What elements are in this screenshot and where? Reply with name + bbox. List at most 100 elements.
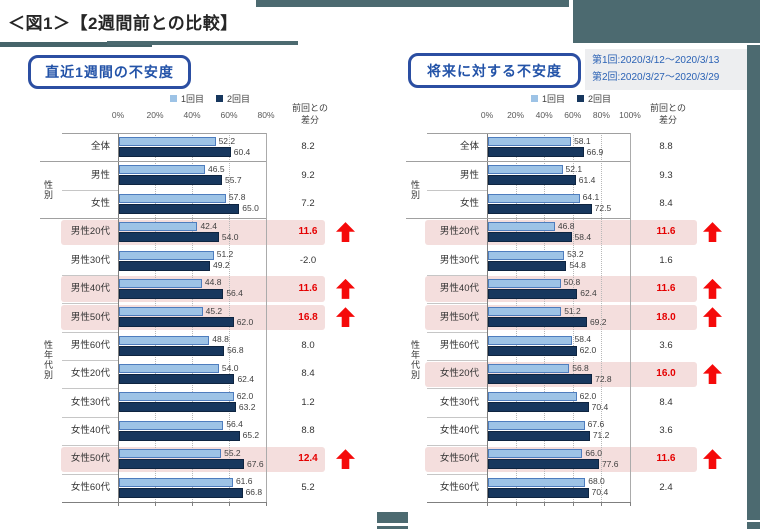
row-separator-line <box>427 274 487 276</box>
bar-value-label-second: 63.2 <box>238 401 256 412</box>
legend-label-second: 2回目 <box>227 94 251 104</box>
bar-first-survey <box>119 392 234 402</box>
category-label: 男性60代 <box>439 339 479 351</box>
decoration-right-strip-gap <box>747 520 760 522</box>
bar-first-survey <box>488 307 562 317</box>
bar-value-label-first: 42.4 <box>200 220 217 231</box>
group-label-sex: 性別 <box>43 179 53 200</box>
legend-left-chart: 1回目 2回目 <box>170 92 250 105</box>
bar-second-survey <box>488 203 592 214</box>
category-label: 男性50代 <box>70 311 110 323</box>
category-label: 女性30代 <box>439 396 479 408</box>
x-axis-line <box>427 502 631 503</box>
bar-second-survey <box>119 232 219 243</box>
bar-second-survey <box>488 317 587 328</box>
bar-value-label-first: 53.2 <box>567 249 584 260</box>
title-underline <box>0 42 152 47</box>
legend-item-second: 2回目 <box>216 92 250 105</box>
legend-label-second: 2回目 <box>588 94 612 104</box>
bar-second-survey <box>119 402 236 413</box>
bar-second-survey <box>488 430 590 441</box>
axis-line-max <box>630 133 631 502</box>
row-separator-line <box>427 445 487 447</box>
axis-line-zero <box>118 133 119 502</box>
page-title: ＜図1＞【2週間前との比較】 <box>8 14 238 33</box>
bar-second-survey <box>488 175 576 186</box>
diff-value: 5.2 <box>301 481 315 493</box>
diff-value: 12.4 <box>298 453 318 465</box>
bar-value-label-second: 70.4 <box>591 487 609 498</box>
bar-second-survey <box>488 147 584 157</box>
x-axis-tick: 100% <box>619 110 641 120</box>
legend-item-first: 1回目 <box>531 92 565 105</box>
plot-top-line <box>427 133 630 134</box>
axis-line-zero <box>487 133 488 502</box>
diff-value: 1.6 <box>659 254 673 266</box>
axis-tick-mark <box>118 502 119 506</box>
bar-value-label-first: 51.2 <box>216 249 234 260</box>
bar-value-label-first: 62.0 <box>579 390 597 401</box>
row-separator-line <box>427 416 487 418</box>
bar-second-survey <box>488 459 599 470</box>
bar-value-label-second: 70.4 <box>591 401 609 412</box>
row-separator-line <box>427 189 487 191</box>
gridline <box>601 133 603 502</box>
bar-value-label-first: 58.1 <box>574 135 591 146</box>
bar-value-label-second: 62.4 <box>580 288 597 299</box>
legend-right-chart: 1回目 2回目 <box>531 92 611 105</box>
x-axis-tick: 80% <box>257 110 275 120</box>
category-label: 男性20代 <box>439 226 479 238</box>
diff-value: -2.0 <box>299 254 317 266</box>
bar-value-label-first: 50.8 <box>563 277 581 288</box>
row-separator-line <box>62 331 118 333</box>
up-arrow-icon <box>336 278 355 299</box>
bar-first-survey <box>119 477 233 487</box>
diff-value: 2.4 <box>659 481 673 493</box>
diff-value: 11.6 <box>298 226 318 238</box>
up-arrow-icon <box>703 449 722 470</box>
bar-value-label-second: 54.8 <box>569 260 586 271</box>
group-separator-line <box>40 161 266 163</box>
decoration-right-strip <box>747 45 760 529</box>
bar-first-survey <box>119 278 202 288</box>
category-label: 男性 <box>459 169 479 181</box>
bar-value-label-first: 46.5 <box>208 163 225 174</box>
bar-value-label-first: 68.0 <box>588 476 605 487</box>
row-separator-line <box>427 331 487 333</box>
category-label: 男性30代 <box>439 254 479 266</box>
bar-first-survey <box>488 364 570 374</box>
chart-title-future: 将来に対する不安度 <box>408 53 581 88</box>
axis-tick-mark <box>572 502 574 506</box>
note-line-1: 第1回:2020/3/12～2020/3/13 <box>592 55 720 66</box>
bar-first-survey <box>119 335 210 345</box>
category-label: 男性30代 <box>70 254 110 266</box>
x-axis-tick: 60% <box>564 110 582 120</box>
axis-tick-mark <box>229 502 230 506</box>
bar-value-label-second: 72.8 <box>595 373 612 384</box>
plot-top-line <box>62 133 266 134</box>
bar-value-label-first: 56.4 <box>226 419 243 430</box>
row-separator-line <box>427 388 487 390</box>
bar-value-label-first: 62.0 <box>236 390 254 401</box>
diff-value: 8.2 <box>301 141 315 153</box>
diff-header-line-1: 前回との <box>650 103 686 113</box>
bar-second-survey <box>488 232 572 243</box>
category-label: 女性40代 <box>70 425 110 437</box>
title-underline-thin <box>107 41 298 45</box>
legend-swatch-first-icon <box>531 95 538 102</box>
axis-tick-mark <box>192 502 193 506</box>
bar-second-survey <box>488 288 578 299</box>
bar-value-label-first: 64.1 <box>582 192 600 203</box>
bar-value-label-first: 61.6 <box>235 476 253 487</box>
bar-second-survey <box>488 402 589 413</box>
bar-second-survey <box>119 317 234 328</box>
bar-first-survey <box>119 222 198 232</box>
bar-value-label-first: 46.8 <box>557 220 575 231</box>
up-arrow-icon <box>336 222 355 243</box>
up-arrow-icon <box>703 364 722 385</box>
diff-value: 16.0 <box>656 368 676 380</box>
axis-line-max <box>266 133 267 502</box>
diff-value: 16.8 <box>298 311 318 323</box>
bar-value-label-first: 45.2 <box>205 305 223 316</box>
x-axis-tick: 20% <box>146 110 164 120</box>
